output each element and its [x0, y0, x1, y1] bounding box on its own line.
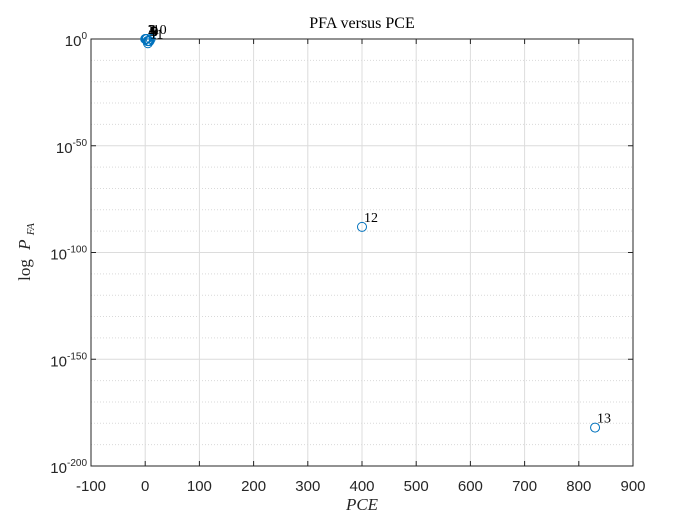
- x-tick-label: 400: [349, 478, 374, 495]
- data-point-11: [142, 38, 153, 49]
- data-point-label-9: 9: [152, 25, 159, 40]
- svg-text:log P FA: log P FA: [15, 223, 37, 281]
- y-axis-title-var: P: [15, 239, 34, 250]
- x-tick-label: 0: [141, 478, 149, 495]
- data-point-label-2: 2: [148, 23, 155, 38]
- y-tick-label: 10-100: [50, 245, 87, 264]
- x-tick-label: 600: [458, 478, 483, 495]
- chart-title: PFA versus PCE: [309, 15, 415, 32]
- data-point-label-3: 3: [148, 23, 155, 38]
- x-tick-label: 800: [566, 478, 591, 495]
- data-point-13: [590, 422, 601, 433]
- x-tick-label: 900: [620, 478, 645, 495]
- data-point-label-12: 12: [364, 211, 378, 226]
- data-point-label-4: 4: [149, 23, 156, 38]
- data-point-label-1: 1: [147, 23, 154, 38]
- y-tick-label: 10-200: [50, 458, 87, 477]
- y-axis-title-sub: FA: [25, 223, 37, 236]
- y-tick-label: 10-50: [56, 138, 88, 157]
- data-point-label-6: 6: [150, 25, 157, 40]
- x-ticks: -100 0 100 200 300 400 500 600 700 800 900: [76, 39, 646, 495]
- data-point-label-10: 10: [153, 23, 167, 38]
- x-tick-label: 200: [241, 478, 266, 495]
- x-tick-label: 500: [404, 478, 429, 495]
- grid-lines: [91, 39, 633, 466]
- y-ticks: 100 10-50 10-100 10-150 10-200: [50, 31, 633, 477]
- x-tick-label: 700: [512, 478, 537, 495]
- y-axis-title-log: log: [15, 259, 34, 281]
- y-axis-title: log P FA: [15, 223, 37, 281]
- data-point-label-5: 5: [149, 25, 156, 40]
- data-point-9: [144, 36, 155, 47]
- data-point-label-13: 13: [597, 412, 611, 427]
- x-tick-label: 300: [295, 478, 320, 495]
- data-point-12: [357, 221, 367, 232]
- data-point-label-11: 11: [150, 27, 163, 42]
- data-point-label-8: 8: [151, 25, 158, 40]
- x-axis-title: PCE: [345, 495, 379, 514]
- x-tick-label: -100: [76, 478, 106, 495]
- x-tick-label: 100: [187, 478, 212, 495]
- data-point-label-7: 7: [150, 25, 157, 40]
- y-tick-label: 100: [65, 31, 88, 50]
- y-tick-label: 10-150: [50, 351, 87, 370]
